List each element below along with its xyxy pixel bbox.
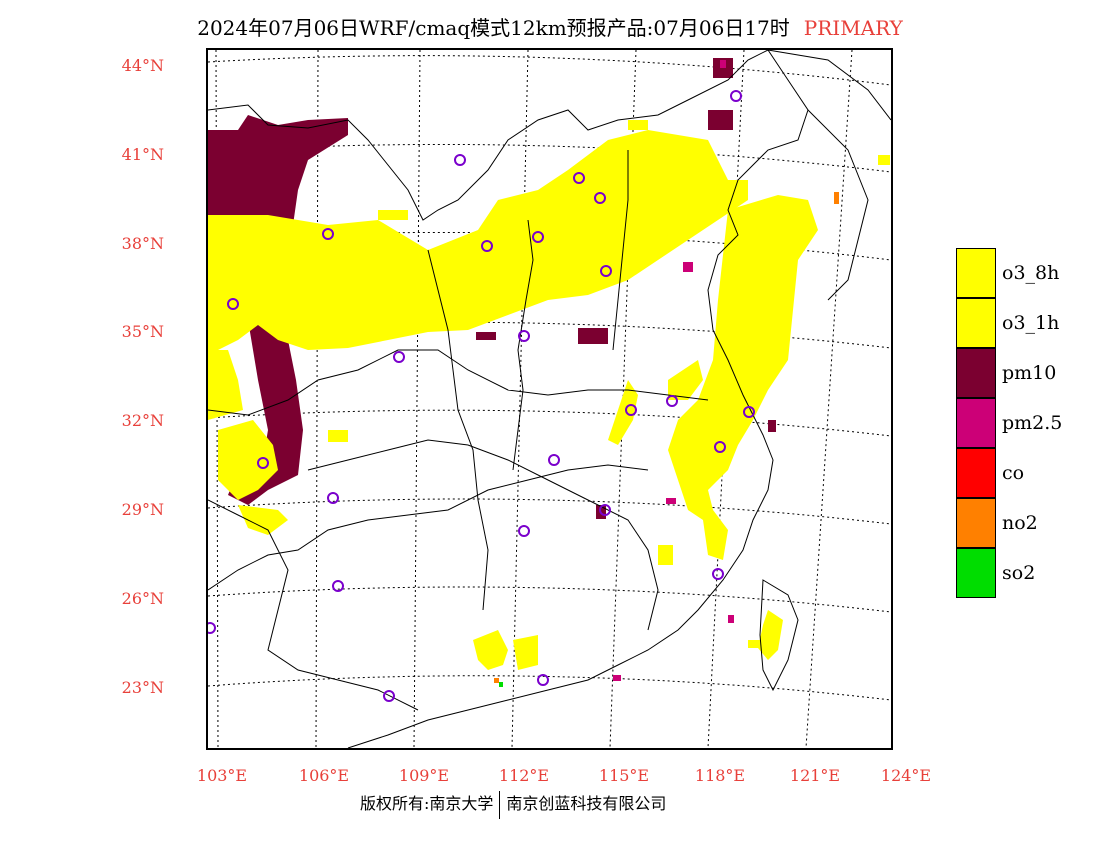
legend-swatch xyxy=(956,248,996,298)
legend-item: pm2.5 xyxy=(956,398,1100,448)
copyright-footer: 版权所有:南京大学 南京创蓝科技有限公司 xyxy=(360,790,666,819)
lat-label: 23°N xyxy=(121,678,164,697)
lat-label: 44°N xyxy=(121,56,164,75)
lon-label: 115°E xyxy=(598,766,650,785)
so2-field xyxy=(499,682,503,687)
lat-label: 29°N xyxy=(121,500,164,519)
legend-swatch xyxy=(956,498,996,548)
lon-label: 106°E xyxy=(298,766,350,785)
title-text: 2024年07月06日WRF/cmaq模式12km预报产品:07月06日17时 xyxy=(197,16,790,40)
o3-field xyxy=(208,120,890,670)
legend-item: pm10 xyxy=(956,348,1100,398)
lat-label: 41°N xyxy=(121,145,164,164)
legend-swatch xyxy=(956,298,996,348)
map-canvas xyxy=(208,50,891,748)
no2-field xyxy=(494,192,839,683)
legend-swatch xyxy=(956,548,996,598)
lat-label: 35°N xyxy=(121,322,164,341)
legend-item: no2 xyxy=(956,498,1100,548)
lon-label: 112°E xyxy=(498,766,550,785)
legend-label: so2 xyxy=(1002,562,1036,584)
lon-label: 103°E xyxy=(196,766,248,785)
lon-label: 109°E xyxy=(398,766,450,785)
legend-label: no2 xyxy=(1002,512,1038,534)
copyright-right: 南京创蓝科技有限公司 xyxy=(506,794,667,813)
city-markers xyxy=(208,90,755,702)
legend-swatch xyxy=(956,398,996,448)
primary-tag: PRIMARY xyxy=(803,16,903,40)
lon-label: 118°E xyxy=(694,766,746,785)
lon-label: 121°E xyxy=(789,766,841,785)
map-title: 2024年07月06日WRF/cmaq模式12km预报产品:07月06日17时 P… xyxy=(0,12,1100,41)
map-panel xyxy=(206,48,893,750)
copyright-left: 版权所有:南京大学 xyxy=(360,794,494,813)
legend-item: co xyxy=(956,448,1100,498)
lat-label: 38°N xyxy=(121,234,164,253)
pm25-field xyxy=(613,60,734,681)
legend-swatch xyxy=(956,448,996,498)
legend-label: o3_1h xyxy=(1002,312,1060,334)
boundaries xyxy=(208,50,891,748)
legend-item: o3_1h xyxy=(956,298,1100,348)
legend-label: o3_8h xyxy=(1002,262,1060,284)
legend-item: o3_8h xyxy=(956,248,1100,298)
footer-divider xyxy=(499,790,501,819)
lat-label: 32°N xyxy=(121,411,164,430)
legend-label: pm2.5 xyxy=(1002,412,1063,434)
legend-swatch xyxy=(956,348,996,398)
legend-item: so2 xyxy=(956,548,1100,598)
lat-label: 26°N xyxy=(121,589,164,608)
legend-label: co xyxy=(1002,462,1025,484)
legend-label: pm10 xyxy=(1002,362,1057,384)
lon-label: 124°E xyxy=(880,766,932,785)
